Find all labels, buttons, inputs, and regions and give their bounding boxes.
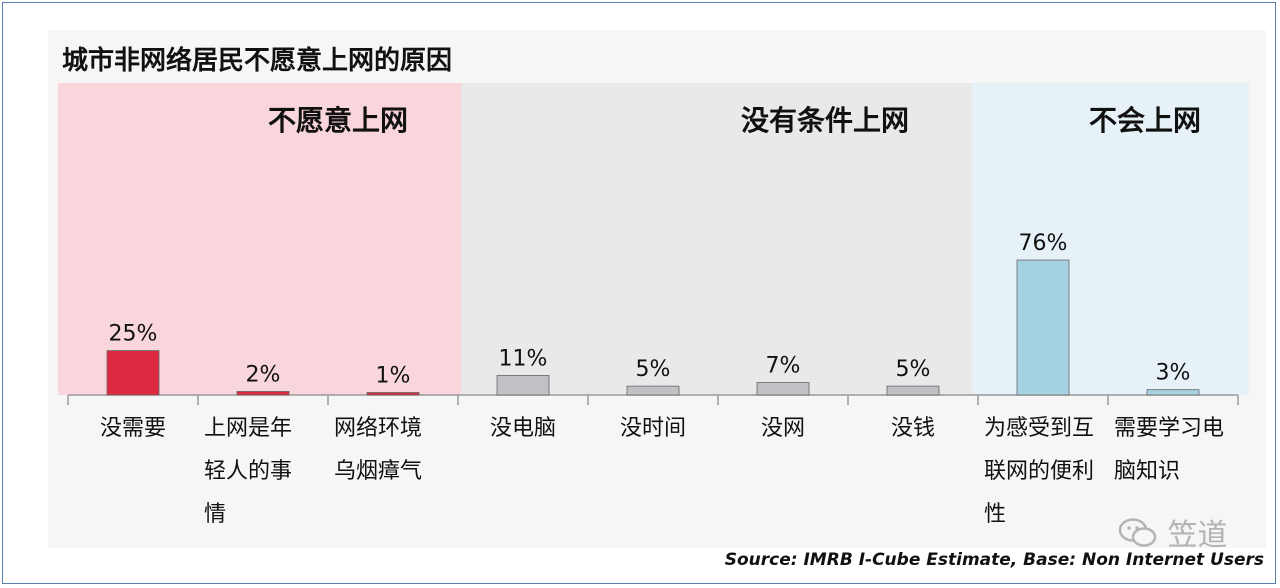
group-bands	[58, 83, 1249, 395]
watermark: 笠道	[1118, 510, 1228, 558]
category-label-line: 没需要	[100, 416, 166, 441]
data-label-8: 3%	[1156, 361, 1191, 386]
category-label-line: 没网	[761, 416, 805, 441]
category-label-line: 联网的便利	[984, 459, 1094, 484]
category-label-4: 没时间	[620, 416, 686, 441]
group-label-0: 不愿意上网	[268, 104, 408, 137]
data-label-0: 25%	[109, 322, 158, 347]
category-label-line: 没时间	[620, 416, 686, 441]
data-label-1: 2%	[246, 362, 281, 387]
bar-6	[886, 385, 940, 396]
data-label-3: 11%	[499, 346, 548, 371]
bar-4	[626, 385, 680, 396]
data-label-7: 76%	[1019, 231, 1068, 256]
data-labels: 25% 2% 1% 11% 5% 7% 5% 76% 3%	[109, 231, 1191, 389]
group-band-1	[461, 83, 972, 395]
chat-bubble-icon	[1118, 516, 1158, 558]
category-label-0: 没需要	[100, 416, 166, 441]
bar-0	[106, 350, 160, 396]
bar-8	[1146, 389, 1200, 396]
data-label-5: 7%	[766, 354, 801, 379]
category-label-3: 没电脑	[490, 416, 556, 441]
category-label-line: 性	[984, 502, 1006, 527]
x-axis	[67, 394, 1239, 405]
group-labels: 不愿意上网 没有条件上网 不会上网	[268, 104, 1201, 137]
category-label-line: 没电脑	[490, 416, 556, 441]
bar-1	[236, 391, 290, 396]
category-label-2: 网络环境乌烟瘴气	[334, 416, 422, 484]
bar-5	[756, 382, 810, 396]
data-label-6: 5%	[896, 357, 931, 382]
category-label-line: 网络环境	[334, 416, 422, 441]
data-label-2: 1%	[376, 364, 411, 389]
group-band-0	[58, 83, 461, 395]
category-label-line: 乌烟瘴气	[334, 459, 422, 484]
watermark-text: 笠道	[1167, 518, 1228, 553]
category-label-7: 为感受到互联网的便利性	[984, 416, 1094, 527]
category-label-line: 为感受到互	[984, 416, 1094, 441]
category-label-1: 上网是年轻人的事情	[204, 416, 292, 527]
group-label-1: 没有条件上网	[741, 104, 909, 137]
bars	[106, 259, 1200, 396]
category-label-line: 情	[204, 502, 226, 527]
category-label-line: 需要学习电	[1114, 416, 1224, 441]
category-label-8: 需要学习电脑知识	[1114, 416, 1224, 484]
category-label-line: 轻人的事	[204, 459, 292, 484]
group-label-2: 不会上网	[1089, 104, 1201, 137]
category-label-5: 没网	[761, 416, 805, 441]
category-label-6: 没钱	[891, 416, 935, 441]
category-label-line: 上网是年	[204, 416, 292, 441]
chart-title: 城市非网络居民不愿意上网的原因	[62, 46, 453, 76]
source-note: Source: IMRB I-Cube Estimate, Base: Non …	[724, 550, 1264, 570]
bar-3	[496, 375, 550, 396]
category-label-line: 没钱	[891, 416, 935, 441]
bar-7	[1016, 259, 1070, 396]
category-label-line: 脑知识	[1114, 459, 1180, 484]
data-label-4: 5%	[636, 357, 671, 382]
bar-2	[366, 392, 420, 396]
